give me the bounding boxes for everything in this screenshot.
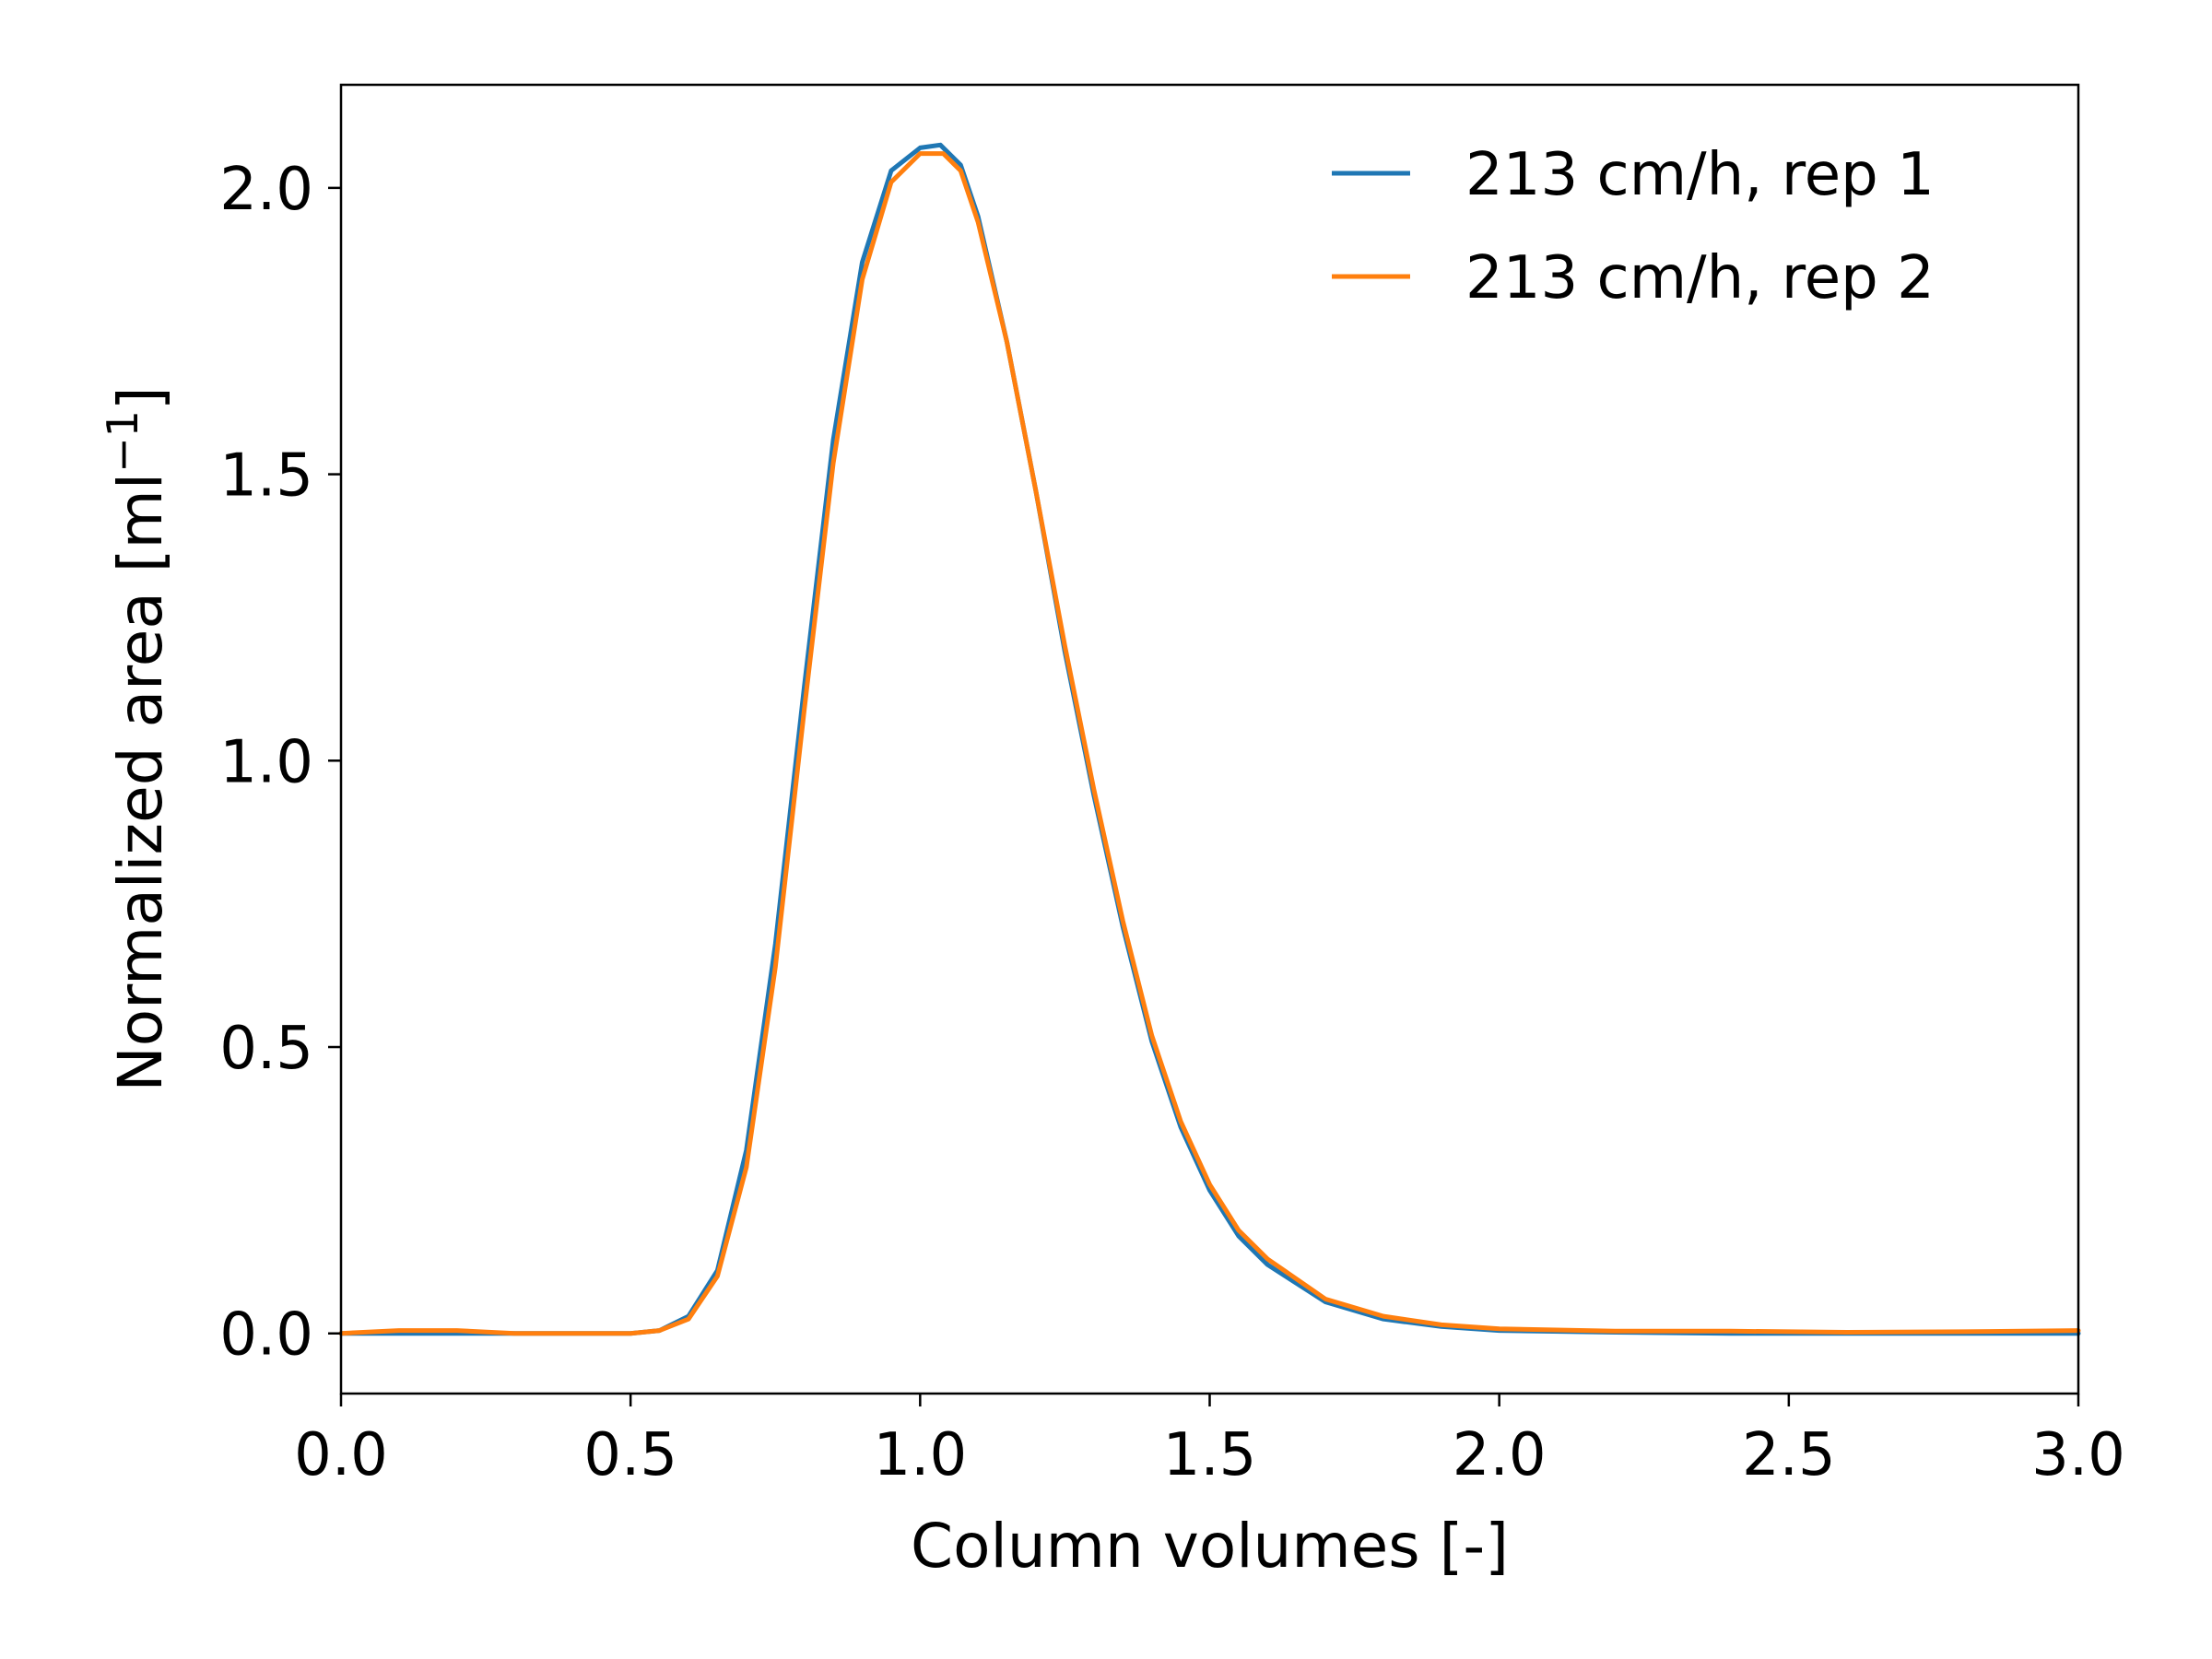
series-line-2 xyxy=(338,151,2081,1336)
ticks-layer: 0.0 0.5 1.0 1.5 2.0 2.5 3.0 0.0 0.5 1.0 1.5 2.0 xyxy=(219,156,2125,1489)
y-tick-label: 1.0 xyxy=(219,728,313,796)
y-axis-label-superscript: −1 xyxy=(98,410,147,473)
y-tick-label: 2.0 xyxy=(219,156,313,224)
legend: 213 cm/h, rep 1 213 cm/h, rep 2 xyxy=(1332,141,1935,312)
y-axis-label-main: Normalized area [ml xyxy=(105,473,176,1092)
series-layer xyxy=(338,142,2081,1336)
x-tick-label: 0.0 xyxy=(294,1421,388,1489)
x-tick-label: 2.0 xyxy=(1453,1421,1547,1489)
y-tick-label: 0.5 xyxy=(219,1015,313,1083)
legend-label-rep-2: 213 cm/h, rep 2 xyxy=(1465,244,1935,312)
y-axis-label-close: ] xyxy=(105,386,176,410)
x-axis-label: Column volumes [-] xyxy=(911,1511,1509,1582)
legend-label-rep-1: 213 cm/h, rep 1 xyxy=(1465,141,1935,209)
x-tick-label: 3.0 xyxy=(2031,1421,2125,1489)
y-tick-label: 0.0 xyxy=(219,1301,313,1370)
y-tick-label: 1.5 xyxy=(219,442,313,511)
y-axis-label: Normalized area [ml−1] xyxy=(98,386,176,1091)
x-tick-label: 1.0 xyxy=(873,1421,967,1489)
x-tick-label: 0.5 xyxy=(583,1421,677,1489)
x-tick-label: 1.5 xyxy=(1163,1421,1257,1489)
x-tick-label: 2.5 xyxy=(1742,1421,1836,1489)
